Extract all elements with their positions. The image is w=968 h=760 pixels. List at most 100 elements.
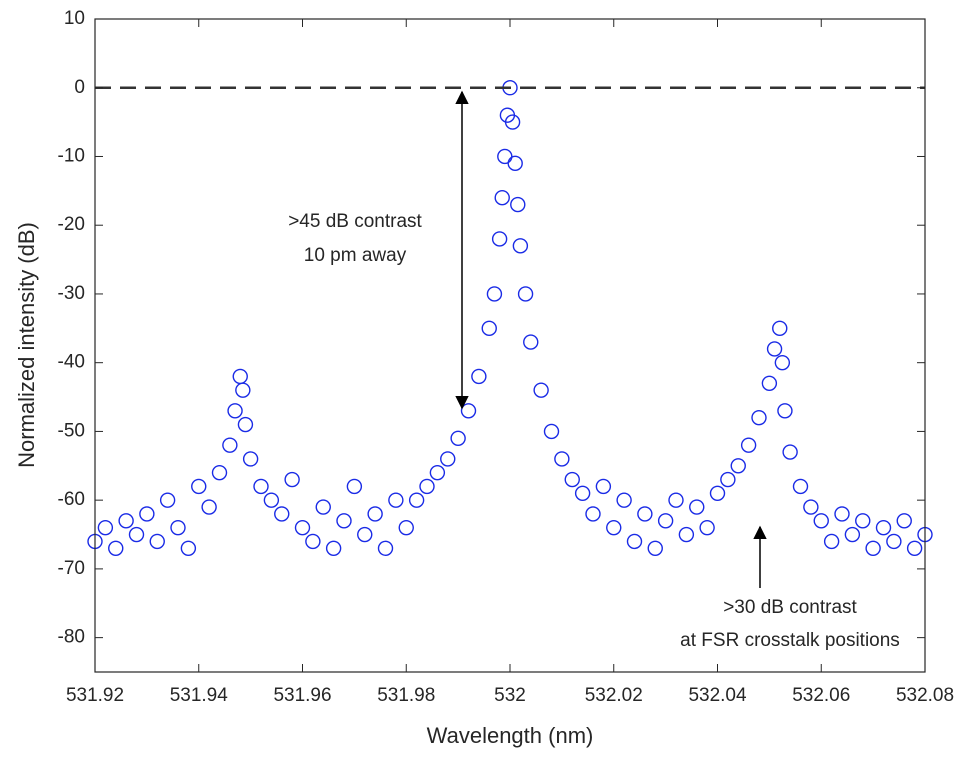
annotation: >45 dB contrast [288,211,422,232]
data-point [772,320,788,337]
data-point [709,485,726,501]
data-point [844,526,861,543]
data-point [388,492,404,508]
x-tick-label: 531.96 [273,685,331,706]
data-point [834,506,850,522]
data-point [689,499,705,515]
data-point [429,464,446,481]
data-point [740,437,757,453]
data-point [774,354,791,371]
data-point [211,464,228,481]
data-point [668,492,684,508]
y-tick-label: -20 [58,214,85,235]
data-point [865,540,881,556]
data-point [803,499,819,515]
data-point [201,499,217,515]
data-point [491,231,508,247]
data-point [242,451,259,467]
data-point [346,478,363,495]
data-point [533,382,549,398]
data-point [294,519,311,536]
data-point [792,478,809,495]
x-tick-label: 531.98 [377,685,435,706]
data-point [875,519,892,536]
data-point [408,492,425,508]
data-point [263,492,280,508]
x-tick-label: 532 [494,685,526,706]
data-point [118,513,134,529]
y-tick-label: -60 [58,489,85,510]
data-point [284,471,300,488]
x-tick-label: 532.08 [896,685,954,706]
data-point [253,478,269,495]
data-point [626,533,643,550]
data-point [274,506,290,522]
data-point [222,437,238,453]
data-point [823,533,840,550]
data-point [896,513,912,529]
data-point [730,458,746,474]
x-tick-label: 532.06 [792,685,850,706]
data-point [357,526,373,543]
data-point [305,533,321,550]
data-point [336,513,352,529]
data-point [510,196,526,213]
data-point [149,533,165,550]
data-point [507,155,523,172]
data-point [237,416,254,433]
data-point [315,499,331,515]
annotation: at FSR crosstalk positions [680,630,900,651]
data-point [886,533,902,550]
annotation-box [655,593,925,659]
data-point [855,513,871,529]
data-point [108,540,124,556]
x-tick-label: 531.92 [66,685,124,706]
data-point [637,506,653,522]
y-tick-label: -80 [58,627,85,648]
annotation: >30 dB contrast [723,597,857,618]
data-point [543,423,560,440]
data-point [471,368,487,385]
data-point [486,286,503,302]
x-tick-label: 531.94 [170,685,229,706]
data-point [180,540,197,556]
data-point [766,341,783,357]
plot-area [95,19,925,672]
y-axis-label: Normalized intensity (dB) [14,222,39,468]
data-point [325,540,342,556]
data-point [906,540,923,556]
data-point [517,286,534,302]
x-tick-label: 532.02 [585,685,643,706]
data-point [554,451,570,467]
data-point [494,190,510,206]
y-tick-label: -50 [58,420,85,441]
data-point [170,519,186,536]
data-point [512,238,529,254]
data-point [699,519,715,536]
data-point [159,492,176,508]
data-point [367,506,383,522]
data-point [720,471,736,488]
annotation: 10 pm away [304,245,407,266]
data-point [450,430,466,446]
data-point [751,409,767,426]
data-point [678,526,695,543]
data-point [523,334,539,350]
data-point [606,519,622,536]
data-point [191,478,207,495]
y-tick-label: -70 [58,558,85,579]
data-point [761,375,778,392]
data-point [574,485,591,501]
data-point [481,320,497,337]
data-point [813,513,829,529]
y-tick-label: -40 [58,352,85,373]
data-point [440,451,456,467]
y-tick-label: 10 [64,8,85,29]
data-point [227,403,243,419]
data-point [97,519,114,536]
x-axis-label: Wavelength (nm) [427,723,594,748]
data-point [504,114,521,130]
y-tick-label: -30 [58,283,85,304]
